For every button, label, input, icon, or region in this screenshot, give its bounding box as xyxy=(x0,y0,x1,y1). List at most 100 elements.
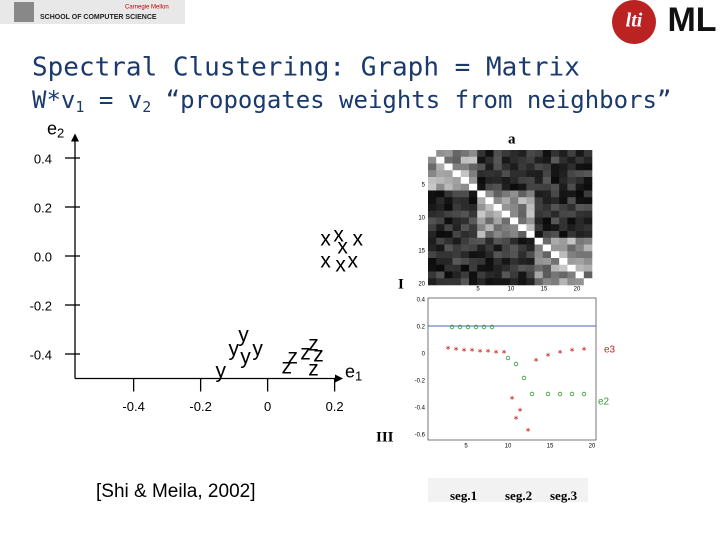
heatmap-cell xyxy=(526,278,535,286)
heatmap-cell xyxy=(534,163,544,171)
heatmap-cell xyxy=(501,170,511,178)
heatmap-cell xyxy=(477,163,486,171)
heatmap-cell xyxy=(559,278,568,286)
heatmap-cell xyxy=(575,244,585,252)
heatmap-cell xyxy=(551,251,560,259)
heatmap-cell xyxy=(575,224,585,232)
subtitle-part: W*v xyxy=(32,86,75,114)
heatmap-cell xyxy=(485,224,494,232)
heatmap-cell xyxy=(436,278,445,286)
heatmap-cell xyxy=(567,210,576,218)
plot-dot xyxy=(545,391,551,397)
heatmap-cell xyxy=(444,197,453,205)
heatmap-cell xyxy=(567,170,576,178)
heatmap-cell xyxy=(526,244,535,252)
heatmap-cell xyxy=(501,150,511,158)
school: SCHOOL OF COMPUTER SCIENCE xyxy=(40,14,157,21)
heatmap-cell xyxy=(452,224,462,232)
heatmap-cell xyxy=(493,210,503,218)
heatmap-cell xyxy=(493,264,503,272)
point: z xyxy=(313,344,324,367)
heatmap-cell xyxy=(559,197,568,205)
heatmap-cell xyxy=(583,231,593,239)
heatmap-cell xyxy=(583,278,593,286)
heatmap-cell xyxy=(485,258,494,266)
heatmap-cell xyxy=(542,224,552,232)
heatmap-cell xyxy=(428,264,437,272)
heatmap-cell xyxy=(452,204,462,212)
heatmap-cell xyxy=(469,231,478,239)
heatmap-cell xyxy=(559,264,568,272)
heatmap-cell xyxy=(518,197,527,205)
heatmap-cell xyxy=(501,237,511,245)
y-tick-label: -0.2 xyxy=(30,298,52,313)
heatmap-cell xyxy=(469,271,478,279)
heatmap-cell xyxy=(518,156,527,164)
citation: [Shi & Meila, 2002] xyxy=(96,481,255,502)
heatmap-cell xyxy=(428,231,437,239)
plot-dot: ∗ xyxy=(501,349,507,356)
heatmap-cell xyxy=(428,163,437,171)
heatmap-cell xyxy=(469,224,478,232)
heatmap-cell xyxy=(510,271,519,279)
heatmap-cell xyxy=(526,237,535,245)
heatmap-cell xyxy=(436,210,445,218)
heatmap-cell xyxy=(526,183,535,191)
heatmap-cell xyxy=(493,258,503,266)
heatmap-cell xyxy=(477,150,486,158)
heatmap-cell xyxy=(510,177,519,185)
plot-dot xyxy=(529,391,535,397)
heatmap-cell xyxy=(501,231,511,239)
heatmap-cell xyxy=(428,224,437,232)
plot-tick: 0.2 xyxy=(417,325,426,331)
heatmap-cell xyxy=(436,224,445,232)
heatmap-cell xyxy=(477,231,486,239)
heatmap-cell xyxy=(559,210,568,218)
x-tick-label: 0 xyxy=(264,399,271,414)
heatmap-cell xyxy=(583,251,593,259)
heatmap-tick: 10 xyxy=(418,216,425,222)
y-axis-arrow xyxy=(71,133,79,142)
heatmap-cell xyxy=(551,170,560,178)
plot-dot: ∗ xyxy=(569,347,575,354)
heatmap-cell xyxy=(526,217,535,225)
heatmap-cell xyxy=(469,150,478,158)
heatmap-cell xyxy=(534,231,544,239)
heatmap-cell xyxy=(493,197,503,205)
heatmap-cell xyxy=(510,190,519,198)
heatmap-cell xyxy=(469,190,478,198)
heatmap-cell xyxy=(518,231,527,239)
heatmap-cell xyxy=(493,204,503,212)
heatmap-cell xyxy=(460,258,470,266)
heatmap-cell xyxy=(510,251,519,259)
heatmap-cell xyxy=(469,264,478,272)
heatmap-cell xyxy=(510,237,519,245)
heatmap-cell xyxy=(485,278,494,286)
heatmap-cell xyxy=(493,224,503,232)
x-axis-arrow xyxy=(335,374,343,383)
heatmap-cell xyxy=(444,163,453,171)
heatmap-cell xyxy=(567,224,576,232)
heatmap-cell xyxy=(477,170,486,178)
heatmap-cell xyxy=(567,244,576,252)
subtitle-part: = v xyxy=(84,86,142,114)
plot-tick: -0.4 xyxy=(415,406,426,412)
heatmap-cell xyxy=(534,177,544,185)
heatmap-tick: 15 xyxy=(418,249,425,255)
heatmap-cell xyxy=(551,197,560,205)
plot-dot: ∗ xyxy=(453,346,459,353)
heatmap-cell xyxy=(501,251,511,259)
heatmap-cell xyxy=(551,183,560,191)
heatmap-tick: 10 xyxy=(508,287,515,293)
heatmap-cell xyxy=(493,237,503,245)
heatmap-cell xyxy=(444,271,453,279)
point: x xyxy=(352,228,363,251)
heatmap-cell xyxy=(436,244,445,252)
heatmap-cell xyxy=(501,177,511,185)
heatmap-cell xyxy=(469,210,478,218)
heatmap-cell xyxy=(501,278,511,286)
plot-tick: -0.6 xyxy=(415,433,426,439)
heatmap-cell xyxy=(542,210,552,218)
cmu-seal xyxy=(14,2,34,22)
heatmap-cell xyxy=(460,163,470,171)
